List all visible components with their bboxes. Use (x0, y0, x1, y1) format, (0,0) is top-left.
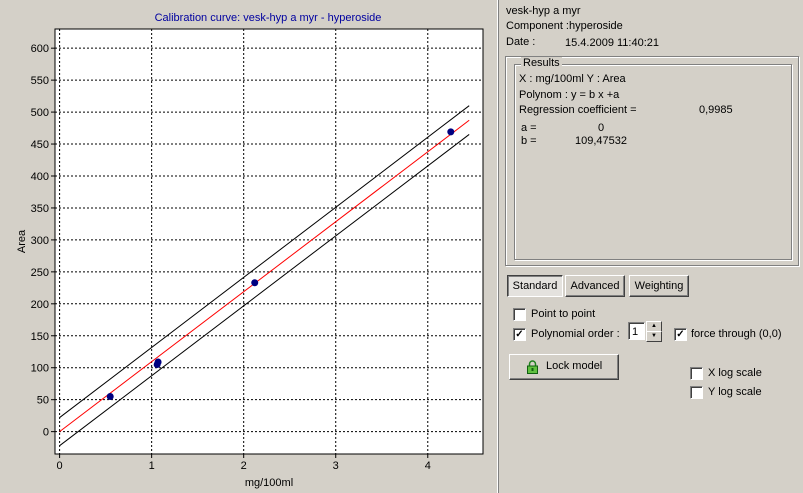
coef-a-value: 0 (598, 122, 605, 134)
y-tick-label: 0 (43, 427, 49, 439)
results-group: Results X : mg/100ml Y : Area Polynom : … (514, 57, 792, 260)
y-axis-label: Area (16, 229, 28, 253)
y-log-label: Y log scale (708, 386, 762, 398)
calibration-chart: Calibration curve: vesk-hyp a myr - hype… (16, 12, 484, 489)
point-to-point-label: Point to point (531, 308, 596, 320)
component-label: Component : (506, 20, 569, 32)
results-panel: Results X : mg/100ml Y : Area Polynom : … (505, 56, 799, 266)
polynomial-order-checkbox[interactable]: ✓ (513, 328, 526, 341)
data-point (106, 392, 114, 400)
coef-b-value: 109,47532 (575, 135, 627, 147)
regression-label: Regression coefficient = (519, 104, 637, 116)
x-tick-label: 2 (241, 460, 247, 472)
y-tick-label: 150 (31, 331, 49, 343)
spin-up-icon: ▲ (651, 323, 657, 329)
y-tick-label: 350 (31, 203, 49, 215)
sample-name: vesk-hyp a myr (506, 5, 581, 17)
spin-down-button[interactable]: ▼ (646, 331, 662, 342)
y-tick-label: 400 (31, 171, 49, 183)
tab-advanced[interactable]: Advanced (565, 275, 625, 297)
point-to-point-checkbox[interactable] (513, 308, 526, 321)
lock-model-button[interactable]: Lock model (509, 354, 619, 380)
lock-model-label: Lock model (546, 360, 603, 372)
y-tick-label: 100 (31, 363, 49, 375)
x-tick-label: 4 (425, 460, 431, 472)
x-tick-label: 0 (57, 460, 63, 472)
y-tick-label: 600 (31, 43, 49, 55)
y-tick-label: 300 (31, 235, 49, 247)
fit-line (59, 119, 470, 433)
y-tick-label: 250 (31, 267, 49, 279)
spin-down-icon: ▼ (651, 333, 657, 339)
results-axes: X : mg/100ml Y : Area (519, 73, 626, 85)
data-point (154, 358, 162, 366)
chart-title: Calibration curve: vesk-hyp a myr - hype… (155, 12, 382, 24)
plot-area (54, 28, 484, 455)
confidence-upper-line (59, 105, 470, 418)
tab-weighting[interactable]: Weighting (629, 275, 689, 297)
force-through-label: force through (0,0) (691, 328, 782, 340)
date-label: Date : (506, 36, 536, 48)
component-value: hyperoside (568, 20, 623, 32)
regression-value: 0,9985 (699, 104, 733, 116)
polynomial-order-input[interactable]: 1 (628, 322, 645, 340)
x-axis-label: mg/100ml (245, 477, 293, 489)
x-tick-label: 3 (333, 460, 339, 472)
results-polynom: Polynom : y = b x +a (519, 89, 620, 101)
data-point (447, 128, 455, 136)
chart-pane: Calibration curve: vesk-hyp a myr - hype… (16, 0, 498, 493)
y-tick-label: 550 (31, 75, 49, 87)
y-tick-label: 50 (37, 395, 49, 407)
coef-a-label: a = (521, 122, 537, 134)
y-tick-label: 450 (31, 139, 49, 151)
confidence-lower-line (59, 134, 470, 447)
date-value: 15.4.2009 11:40:21 (565, 37, 659, 49)
y-log-checkbox[interactable] (690, 386, 703, 399)
lock-icon (527, 360, 538, 374)
component-row: Component :hyperoside (506, 20, 623, 32)
x-log-label: X log scale (708, 367, 762, 379)
y-tick-label: 500 (31, 107, 49, 119)
y-tick-label: 200 (31, 299, 49, 311)
x-tick-label: 1 (149, 460, 155, 472)
polynomial-order-label: Polynomial order : (531, 328, 620, 340)
x-log-checkbox[interactable] (690, 367, 703, 380)
data-point (251, 279, 259, 287)
tab-standard[interactable]: Standard (507, 275, 563, 297)
force-through-checkbox[interactable]: ✓ (674, 328, 687, 341)
coef-b-label: b = (521, 135, 537, 147)
results-legend: Results (521, 57, 562, 69)
